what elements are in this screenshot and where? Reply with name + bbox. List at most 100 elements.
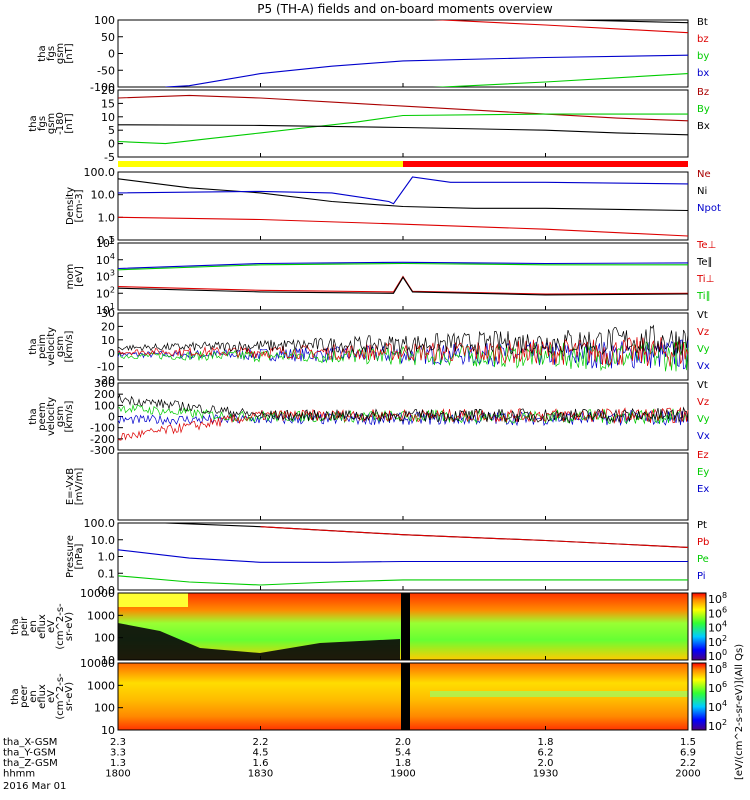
legend-Bz: Bz [697,87,709,98]
y-tick-label: 20 [101,320,115,333]
y-label-line: sr-eV) [64,612,75,641]
series-Ni [118,216,688,237]
y-tick-label: 10000 [80,657,115,670]
y-label-line: sr-eV) [64,682,75,711]
y-label-line: fgs [37,116,48,131]
y-tick-label: 104 [96,252,115,267]
y-label-line: [nPa] [74,543,85,569]
colorbar-tick: 104 [708,699,727,714]
y-axis-label: mom[eV] [65,264,85,290]
y-tick-label: 0 [108,48,115,61]
legend-Pb: Pb [697,537,709,548]
y-tick-label: 10000 [80,587,115,600]
y-tick-label: 1000 [87,679,115,692]
colorbar-tick: 104 [708,620,727,635]
legend-Ey: Ey [697,467,709,478]
series-by [432,73,688,87]
y-tick-label: 0 [108,347,115,360]
series-Pb [260,526,688,548]
y-label-line: eflux [37,684,48,709]
y-tick-label: -100 [90,422,115,435]
panel-pressure: 100.0 10.0 1.0 0.1 0.0 Pressure[nPa] Pt Pb Pe Pi [65,517,709,597]
legend-Vy: Vy [697,414,710,425]
y-tick-label: 20 [101,84,115,97]
y-label-line: Pressure [65,535,76,578]
data-gap [401,663,410,730]
legend-Vz: Vz [697,397,709,408]
y-tick-label: 15 [101,97,115,110]
colorbar-tick: 102 [708,634,727,649]
axis-row-value: 1.8 [538,737,554,748]
y-tick-label: 200 [94,388,115,401]
y-label-line: [km/s] [64,400,75,432]
axis-row-value: 6.9 [680,748,696,759]
series-Bz [118,94,688,122]
y-label-line: tha [10,618,21,634]
electron-band [430,691,688,697]
legend: Vt Vz Vy Vx [697,310,710,372]
series-By [118,113,688,145]
y-tick-label: 300 [94,377,115,390]
panel-ele_spec: 10000 1000 100 10 thapeerenefluxeV(cm^2-s-sr… [10,657,689,737]
axis-row-label: tha_Z-GSM [3,758,58,769]
y-label-line: tha [28,115,39,131]
y-tick-label: -50 [97,64,115,77]
panel-ion_spec: 10000 1000 100 10 thapeirenefluxeV(cm^2-s-sr… [10,587,689,667]
axis-row-value: 2.2 [253,737,269,748]
colorbar-tick: 108 [708,591,727,606]
legend: Bz By Bx [697,87,710,132]
axis-row-value: 1.5 [680,737,696,748]
series-Ti∥ [118,261,688,270]
legend: Vt Vz Vy Vx [697,380,710,442]
y-label-line: gsm [55,406,66,427]
y-label-line: [eV] [74,266,85,287]
axis-row-label: hhmm [3,769,35,780]
y-tick-label: 100 [94,14,115,27]
legend-Ti⊥: Ti⊥ [696,274,714,285]
legend-Vx: Vx [697,361,710,372]
series-Vx [117,409,689,427]
axis-row-value: 2000 [675,769,700,780]
y-tick-label: 100 [94,632,115,645]
y-label-line: [nT] [64,43,75,63]
y-tick-label: -20 [97,374,115,387]
y-label-line: fgs [46,46,57,61]
y-label-line: (cm^2-s- [55,673,66,720]
y-label-line: (cm^2-s- [55,603,66,650]
y-label-line: eV [46,620,57,633]
legend: Bt bz by bx [697,17,709,79]
y-tick-label: 1.0 [98,211,116,224]
y-label-line: tha [37,45,48,61]
axis-row-value: 1830 [248,769,273,780]
colorbar-tick: 108 [708,661,727,676]
y-label-line: velocity [46,327,57,366]
y-label-line: Density [65,187,76,225]
y-tick-label: 103 [96,269,115,284]
panel-frame [117,89,689,158]
axis-row-label: tha_Y-GSM [3,748,56,759]
y-label-line: gsm [55,43,66,64]
y-tick-label: 100.0 [84,517,116,530]
legend-Vy: Vy [697,344,710,355]
colorbar-ramp [691,662,707,731]
legend-Pt: Pt [697,520,707,531]
axis-row-value: 2.2 [680,758,696,769]
axis-row-value: 1900 [390,769,415,780]
y-label-line: peer [19,684,30,708]
y-tick-label: 1000 [87,609,115,622]
legend-Pe: Pe [697,554,709,565]
y-label-line: E=-VxB [65,468,76,505]
y-axis-label: Pressure[nPa] [65,535,85,578]
date-label: 2016 Mar 01 [3,781,66,792]
axis-row-value: 1.6 [253,758,269,769]
y-tick-label: 100 [94,702,115,715]
y-label-line: gsm [46,113,57,134]
series-Pe [118,575,688,586]
